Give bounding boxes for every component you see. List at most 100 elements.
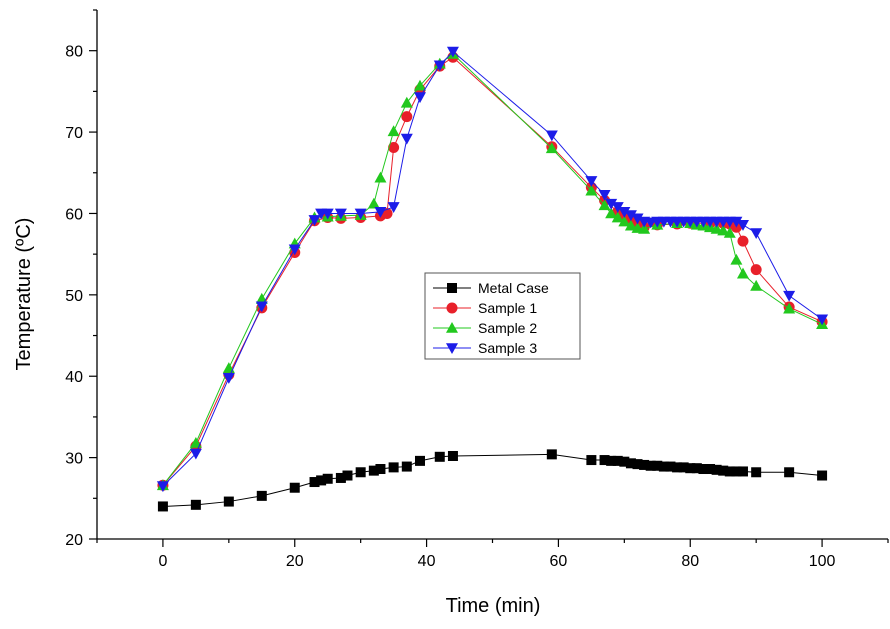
data-point [730, 253, 743, 265]
data-point [625, 458, 636, 469]
data-point [619, 456, 630, 467]
data-point [401, 111, 413, 123]
data-point [189, 448, 202, 460]
data-point [612, 455, 623, 466]
axes-layer: 0 20 40 60 80 100 20 30 40 50 60 70 80 [65, 9, 889, 570]
data-point [545, 142, 558, 154]
data-point [598, 199, 611, 211]
data-point [309, 477, 320, 488]
legend-marker [446, 343, 458, 354]
series-sample-2 [156, 47, 829, 491]
legend: Metal Case Sample 1 Sample 2 Sample 3 [424, 272, 581, 360]
data-point [401, 461, 412, 472]
data-point [190, 499, 201, 510]
data-point [355, 467, 366, 478]
data-point [334, 208, 347, 220]
data-point [685, 463, 696, 474]
x-tick-label: 60 [550, 553, 568, 570]
data-point [605, 198, 618, 210]
data-point [736, 220, 749, 231]
data-point [783, 302, 796, 314]
x-tick-label: 80 [681, 553, 699, 570]
data-point [375, 464, 386, 475]
data-point [611, 202, 624, 213]
data-point [585, 176, 598, 187]
data-point [618, 207, 631, 218]
data-point [374, 207, 387, 218]
data-point [658, 461, 669, 472]
data-point [414, 455, 425, 466]
data-point [447, 450, 458, 461]
data-point [157, 501, 168, 512]
series-metal-case [157, 449, 828, 512]
data-point [223, 496, 234, 507]
data-point [413, 79, 426, 91]
series-line [162, 53, 823, 486]
data-point [599, 455, 610, 466]
data-point [624, 219, 637, 231]
legend-marker [446, 302, 458, 314]
legend-label: Metal Case [478, 280, 549, 296]
data-point [611, 211, 624, 223]
y-tick-label: 20 [65, 532, 83, 549]
y-tick-label: 60 [65, 206, 83, 223]
data-point [639, 459, 650, 470]
data-point [724, 466, 735, 477]
data-point [731, 466, 742, 477]
data-point [374, 171, 387, 183]
y-tick-label: 50 [65, 288, 83, 305]
series-line [162, 50, 823, 487]
y-tick-label: 40 [65, 369, 83, 386]
data-point [718, 465, 729, 476]
data-point [321, 208, 334, 220]
y-tick-label: 30 [65, 451, 83, 468]
data-point [631, 213, 644, 225]
data-point [598, 189, 611, 201]
legend-label: Sample 1 [478, 300, 537, 316]
data-point [546, 449, 557, 460]
legend-marker [446, 322, 458, 333]
x-tick-label: 100 [809, 553, 836, 570]
data-point [387, 202, 400, 213]
data-point [698, 464, 709, 475]
data-point [632, 459, 643, 470]
data-point [354, 208, 367, 220]
data-point [652, 460, 663, 471]
data-point [289, 482, 300, 493]
data-point [433, 60, 446, 72]
data-point [288, 244, 301, 256]
series-layer [156, 46, 829, 512]
data-point [342, 470, 353, 481]
data-point [645, 460, 656, 471]
data-point [586, 455, 597, 466]
data-point [388, 142, 400, 154]
data-point [691, 463, 702, 474]
y-tick-label: 70 [65, 125, 83, 142]
data-point [413, 92, 426, 104]
data-point [751, 467, 762, 478]
data-point [730, 216, 743, 228]
data-point [400, 133, 413, 145]
data-point [605, 207, 618, 219]
data-point [545, 130, 558, 142]
data-point [717, 224, 730, 236]
data-point [222, 373, 235, 384]
data-point [316, 475, 327, 486]
legend-label: Sample 3 [478, 340, 537, 356]
data-point [387, 125, 400, 137]
data-point [367, 197, 380, 209]
data-point [434, 451, 445, 462]
data-point [784, 467, 795, 478]
data-point [255, 301, 268, 313]
data-point [750, 279, 763, 291]
data-point [335, 472, 346, 483]
data-point [783, 290, 796, 302]
legend-marker [447, 283, 457, 293]
data-point [737, 235, 749, 247]
data-point [750, 264, 762, 276]
data-point [222, 362, 235, 373]
y-axis-title: Temperature (ºC) [13, 218, 35, 371]
data-point [678, 462, 689, 473]
x-tick-label: 0 [158, 553, 167, 570]
